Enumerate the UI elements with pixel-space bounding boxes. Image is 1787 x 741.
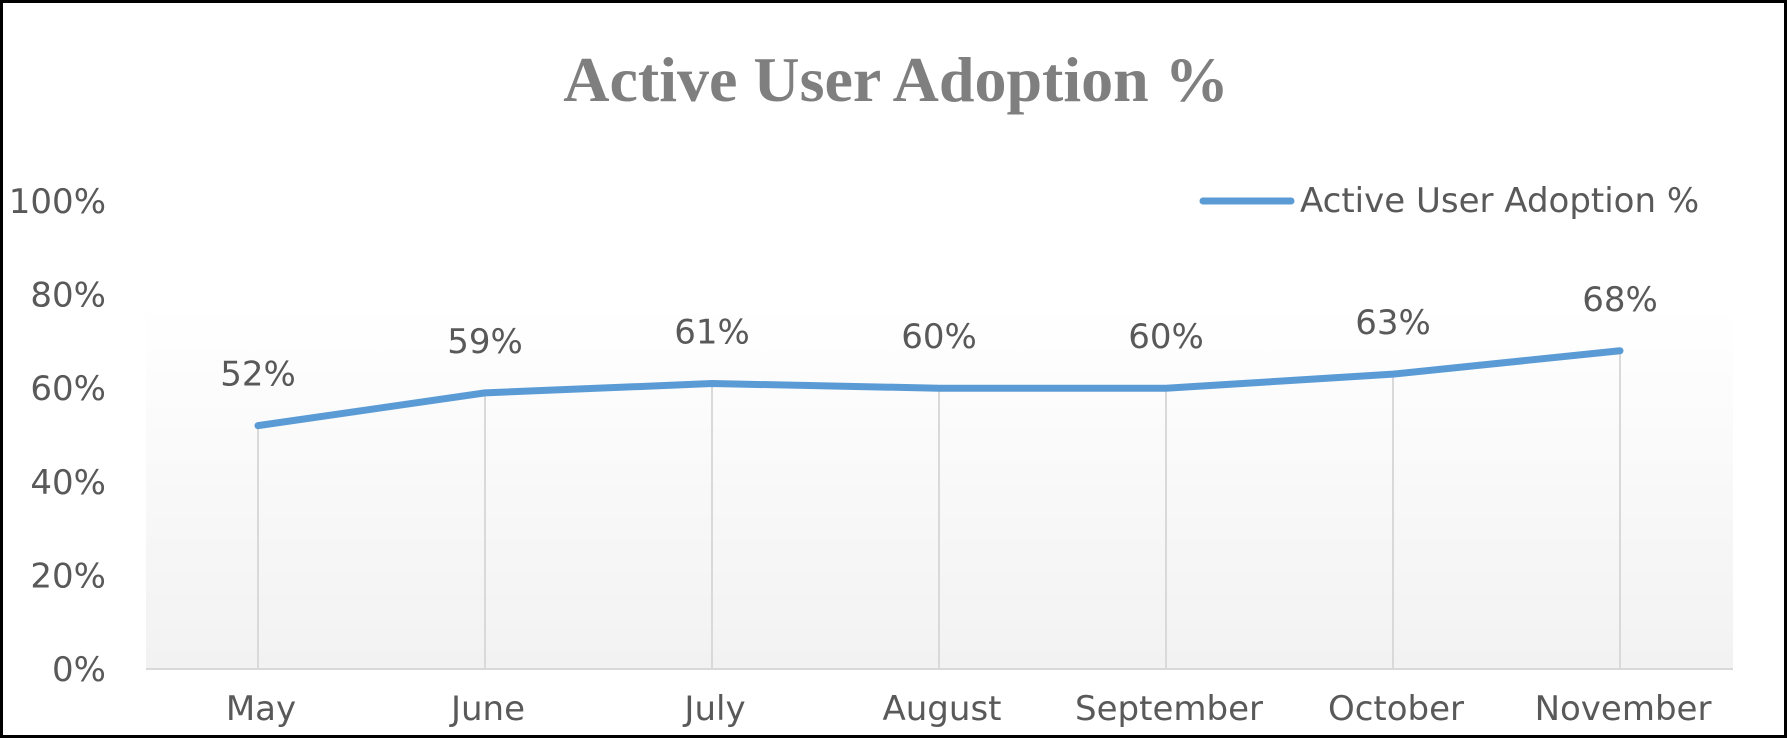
- x-tick-label: August: [883, 689, 1002, 729]
- x-tick-label: November: [1535, 689, 1712, 729]
- y-tick-label: 20%: [30, 556, 106, 596]
- legend-label: Active User Adoption %: [1300, 181, 1699, 221]
- series-line-active-user-adoption: [254, 347, 1624, 430]
- y-tick-label: 80%: [30, 276, 106, 316]
- x-tick-label: September: [1075, 689, 1263, 729]
- data-label: 52%: [220, 355, 296, 395]
- data-label: 59%: [447, 322, 523, 362]
- line-chart: Active User Adoption % 0% 20% 40% 60% 80% 100…: [9, 44, 1733, 729]
- data-label: 60%: [901, 317, 977, 357]
- data-label: 61%: [674, 313, 750, 353]
- y-tick-label: 40%: [30, 463, 106, 503]
- y-axis: 0% 20% 40% 60% 80% 100%: [9, 182, 106, 690]
- y-tick-label: 0%: [52, 650, 106, 690]
- data-label: 63%: [1355, 303, 1431, 343]
- data-label: 68%: [1582, 280, 1658, 320]
- data-label: 60%: [1128, 317, 1204, 357]
- y-tick-label: 60%: [30, 369, 106, 409]
- x-axis: May June July August September October Novembe…: [226, 689, 1712, 729]
- x-tick-label: June: [449, 689, 525, 729]
- x-tick-label: May: [226, 689, 296, 729]
- chart-title: Active User Adoption %: [563, 44, 1228, 115]
- data-labels: 52% 59% 61% 60% 60% 63% 68%: [220, 280, 1658, 395]
- drop-lines: [257, 350, 1621, 669]
- y-tick-label: 100%: [9, 182, 106, 222]
- x-tick-label: July: [682, 689, 745, 729]
- x-tick-label: October: [1328, 689, 1464, 729]
- legend: Active User Adoption %: [1199, 181, 1699, 221]
